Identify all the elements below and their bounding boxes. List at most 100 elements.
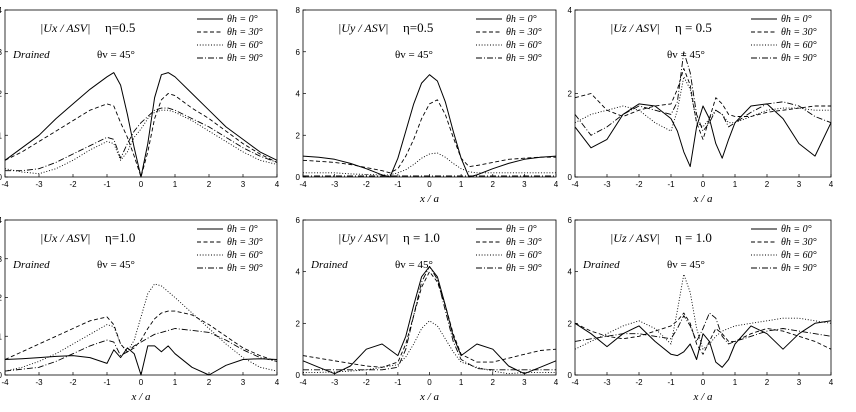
y-quantity-label: |Uz / ASV| [610,21,660,35]
y-tick-label: 0 [568,371,573,380]
series-line-theta-h-60 [574,76,831,132]
x-tick-label: -4 [299,180,307,189]
legend-entry: θh = 60° [781,40,817,51]
legend-entry: θh = 90° [227,53,263,64]
legend-entry: θh = 0° [506,14,537,25]
series-line-theta-h-90 [5,107,278,172]
y-tick-label: 0 [568,173,573,182]
y-tick-label: 2 [296,319,301,328]
x-tick-label: 0 [427,378,432,387]
series-line-theta-h-60 [303,320,556,375]
eta-label: η=0.5 [105,20,135,35]
legend-entry: θh = 60° [227,40,263,51]
x-tick-label: -1 [394,378,402,387]
legend-entry: θh = 90° [781,263,817,274]
chart-panel-4: -4 -3 -2 -1 0 1 2 3 4 0 1 2 3 4 x / a |Ux / ASV| η=1.0 Dr… [0,216,280,403]
x-axis-label: x / a [419,391,439,403]
series-line-theta-h-0 [574,320,832,368]
theta-v-label: θv = 45° [667,259,705,271]
x-tick-label: 2 [491,180,496,189]
chart-panel-5: -4 -3 -2 -1 0 1 2 3 4 0 2 4 6 x / a |Uy / ASV| η = 1.0 D… [296,216,559,403]
x-axis-label: x / a [131,391,151,403]
x-axis-label: x / a [419,193,439,205]
y-tick-label: 4 [296,268,301,277]
x-tick-label: 4 [554,180,559,189]
x-tick-label: 0 [701,378,706,387]
y-tick-label: 1 [0,131,3,140]
x-tick-label: -2 [69,378,77,387]
x-tick-label: 1 [459,180,464,189]
x-tick-label: -4 [571,378,579,387]
chart-panel-6: -4 -3 -2 -1 0 1 2 3 4 0 2 4 6 x / a |Uz / ASV| η = 1.0 D… [568,216,834,403]
legend-entry: θh = 30° [227,27,263,38]
x-tick-label: 3 [797,378,802,387]
series-line-theta-h-0 [302,266,557,375]
x-tick-label: -3 [35,180,43,189]
series-line-theta-h-0 [4,72,278,178]
series-line-theta-h-60 [4,283,278,372]
legend-entry: θh = 90° [227,263,263,274]
series-line-theta-h-90 [574,51,832,136]
series-line-theta-h-30 [574,312,832,355]
series-line-theta-h-30 [4,93,278,178]
chart-panel-3: -4 -3 -2 -1 0 1 2 3 4 0 2 4 x / a |Uz / ASV| η = 0.5 θv… [568,6,834,205]
x-tick-label: 0 [139,378,144,387]
drained-label: Drained [582,259,620,271]
x-tick-label: 1 [459,378,464,387]
theta-v-label: θv = 45° [395,49,433,61]
x-tick-label: -1 [103,378,111,387]
eta-label: η=0.5 [403,20,433,35]
theta-v-label: θv = 45° [97,259,135,271]
series-line-theta-h-60 [574,273,832,350]
x-tick-label: 3 [241,378,246,387]
legend-entry: θh = 60° [506,250,542,261]
x-tick-label: -3 [331,180,339,189]
y-tick-label: 3 [0,48,3,57]
legend-entry: θh = 30° [227,237,263,248]
legend-entry: θh = 0° [227,14,258,25]
y-tick-label: 0 [296,371,301,380]
y-tick-label: 8 [296,6,301,15]
x-tick-label: -2 [635,180,643,189]
x-tick-label: -3 [603,180,611,189]
theta-v-label: θv = 45° [395,259,433,271]
x-axis-label: x / a [693,193,713,205]
theta-v-label: θv = 45° [97,49,135,61]
series-line-theta-h-30 [574,68,831,140]
y-tick-label: 2 [0,90,3,99]
legend-entry: θh = 0° [781,14,812,25]
eta-label: η = 0.5 [675,20,712,35]
x-tick-label: -2 [635,378,643,387]
x-tick-label: -2 [69,180,77,189]
y-tick-label: 4 [296,90,301,99]
eta-label: η=1.0 [105,230,135,245]
x-tick-label: 2 [207,378,212,387]
legend-entry: θh = 0° [506,224,537,235]
y-tick-label: 2 [568,90,573,99]
x-tick-label: 0 [701,180,706,189]
x-tick-label: 1 [173,378,178,387]
x-tick-label: 1 [733,378,738,387]
y-quantity-label: |Uy / ASV| [338,21,388,35]
x-tick-label: -3 [603,378,611,387]
y-tick-label: 1 [0,332,3,341]
y-quantity-label: |Uz / ASV| [610,231,660,245]
y-tick-label: 4 [568,6,573,15]
x-tick-label: -4 [1,180,9,189]
legend-entry: θh = 90° [506,53,542,64]
eta-label: η = 1.0 [403,230,440,245]
x-tick-label: 1 [733,180,738,189]
x-tick-label: 4 [275,180,280,189]
series-line-theta-h-0 [574,103,832,168]
y-tick-label: 4 [0,6,3,15]
theta-v-label: θv = 45° [667,49,705,61]
chart-panel-2: -4 -3 -2 -1 0 1 2 3 4 0 2 4 6 8 x / a |Uy / ASV| η=0.5 θv… [296,6,559,205]
x-tick-label: 3 [797,180,802,189]
x-tick-label: 3 [241,180,246,189]
x-tick-label: -4 [571,180,579,189]
x-tick-label: 2 [207,180,212,189]
y-quantity-label: |Ux / ASV| [40,231,90,245]
series-line-theta-h-30 [302,99,556,174]
y-tick-label: 6 [568,216,573,225]
